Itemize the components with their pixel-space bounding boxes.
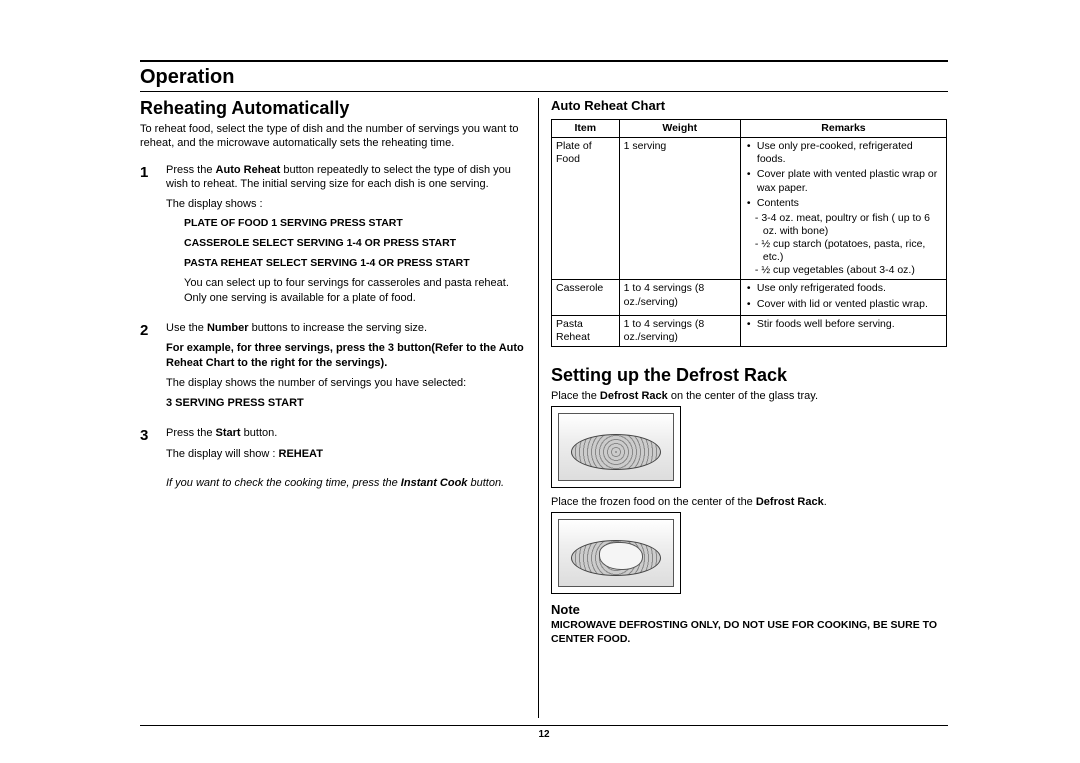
step: 1Press the Auto Reheat button repeatedly…: [140, 163, 528, 311]
remark-item: Stir foods well before serving.: [745, 318, 942, 331]
chart-column-header: Item: [552, 120, 620, 138]
step-detail: The display shows :: [166, 197, 528, 211]
chart-row: Pasta Reheat1 to 4 servings (8 oz./servi…: [552, 315, 947, 346]
defrost-p1-bold: Defrost Rack: [600, 390, 668, 402]
step-body: Press the Start button. The display will …: [166, 426, 528, 467]
section-title: Operation: [140, 66, 948, 89]
defrost-p2: Place the frozen food on the center of t…: [551, 496, 947, 508]
step-detail: PASTA REHEAT SELECT SERVING 1-4 OR PRESS…: [184, 257, 528, 271]
chart-column-header: Weight: [619, 120, 740, 138]
reheating-heading: Reheating Automatically: [140, 98, 528, 119]
footnote-post: button.: [467, 477, 504, 489]
step-detail: PLATE OF FOOD 1 SERVING PRESS START: [184, 217, 528, 231]
step-detail: For example, for three servings, press t…: [166, 341, 528, 370]
left-column: Reheating Automatically To reheat food, …: [140, 98, 538, 718]
chart-cell-remarks: Use only pre-cooked, refrigerated foods.…: [740, 138, 946, 280]
food-icon: [599, 542, 643, 570]
step-detail: The display will show : REHEAT: [166, 447, 528, 461]
step-text: Use the Number buttons to increase the s…: [166, 321, 528, 335]
remark-subitem: - 3-4 oz. meat, poultry or fish ( up to …: [755, 212, 942, 238]
remark-item: Cover with lid or vented plastic wrap.: [745, 298, 942, 311]
step-detail: CASSEROLE SELECT SERVING 1-4 OR PRESS ST…: [184, 237, 528, 251]
defrost-p2-post: .: [824, 496, 827, 508]
chart-cell-weight: 1 serving: [619, 138, 740, 280]
step: 3Press the Start button. The display will…: [140, 426, 528, 467]
chart-cell-item: Pasta Reheat: [552, 315, 620, 346]
auto-reheat-chart: ItemWeightRemarks Plate of Food1 serving…: [551, 119, 947, 347]
step-number: 2: [140, 321, 166, 416]
step-number: 3: [140, 426, 166, 467]
right-column: Auto Reheat Chart ItemWeightRemarks Plat…: [539, 98, 947, 718]
chart-cell-weight: 1 to 4 servings (8 oz./serving): [619, 280, 740, 315]
defrost-p1: Place the Defrost Rack on the center of …: [551, 390, 947, 402]
remark-item: Use only pre-cooked, refrigerated foods.: [745, 140, 942, 166]
reheating-intro: To reheat food, select the type of dish …: [140, 123, 528, 151]
oven-box-icon: [558, 413, 674, 481]
chart-header-row: ItemWeightRemarks: [552, 120, 947, 138]
chart-cell-item: Casserole: [552, 280, 620, 315]
remark-item: Contents: [745, 197, 942, 210]
rule-bottom: [140, 725, 948, 726]
step-body: Use the Number buttons to increase the s…: [166, 321, 528, 416]
chart-column-header: Remarks: [740, 120, 946, 138]
remark-sublist: - 3-4 oz. meat, poultry or fish ( up to …: [745, 212, 942, 278]
step-detail: You can select up to four servings for c…: [184, 276, 528, 305]
step-number: 1: [140, 163, 166, 311]
chart-row: Casserole1 to 4 servings (8 oz./serving)…: [552, 280, 947, 315]
remark-subitem: - ½ cup vegetables (about 3-4 oz.): [755, 264, 942, 277]
footnote-bold: Instant Cook: [401, 477, 468, 489]
note-title: Note: [551, 602, 947, 617]
defrost-p1-post: on the center of the glass tray.: [668, 390, 818, 402]
oven-box-icon: [558, 519, 674, 587]
note-body: MICROWAVE DEFROSTING ONLY, DO NOT USE FO…: [551, 619, 947, 646]
rule-under-title: [140, 91, 948, 92]
step: 2Use the Number buttons to increase the …: [140, 321, 528, 416]
step-detail: 3 SERVING PRESS START: [166, 396, 528, 410]
chart-title: Auto Reheat Chart: [551, 98, 947, 113]
step-text: Press the Auto Reheat button repeatedly …: [166, 163, 528, 192]
remark-item: Cover plate with vented plastic wrap or …: [745, 168, 942, 194]
rule-top: [140, 60, 948, 62]
tray-icon: [571, 434, 661, 470]
remark-item: Use only refrigerated foods.: [745, 282, 942, 295]
chart-cell-weight: 1 to 4 servings (8 oz./serving): [619, 315, 740, 346]
step-text: Press the Start button.: [166, 426, 528, 440]
chart-body: Plate of Food1 servingUse only pre-cooke…: [552, 138, 947, 347]
step-detail: The display shows the number of servings…: [166, 376, 528, 390]
two-column-layout: Reheating Automatically To reheat food, …: [140, 98, 948, 718]
defrost-p1-pre: Place the: [551, 390, 600, 402]
chart-cell-remarks: Stir foods well before serving.: [740, 315, 946, 346]
defrost-diagram-1: [551, 406, 681, 488]
step-body: Press the Auto Reheat button repeatedly …: [166, 163, 528, 311]
defrost-p2-pre: Place the frozen food on the center of t…: [551, 496, 756, 508]
footnote-pre: If you want to check the cooking time, p…: [166, 477, 401, 489]
chart-row: Plate of Food1 servingUse only pre-cooke…: [552, 138, 947, 280]
defrost-diagram-2: [551, 512, 681, 594]
steps-list: 1Press the Auto Reheat button repeatedly…: [140, 163, 528, 467]
chart-cell-item: Plate of Food: [552, 138, 620, 280]
defrost-p2-bold: Defrost Rack: [756, 496, 824, 508]
page-container: Operation Reheating Automatically To reh…: [140, 60, 948, 740]
page-number: 12: [140, 729, 948, 740]
footnote: If you want to check the cooking time, p…: [166, 477, 528, 489]
chart-cell-remarks: Use only refrigerated foods. Cover with l…: [740, 280, 946, 315]
defrost-heading: Setting up the Defrost Rack: [551, 365, 947, 386]
remark-subitem: - ½ cup starch (potatoes, pasta, rice, e…: [755, 238, 942, 264]
